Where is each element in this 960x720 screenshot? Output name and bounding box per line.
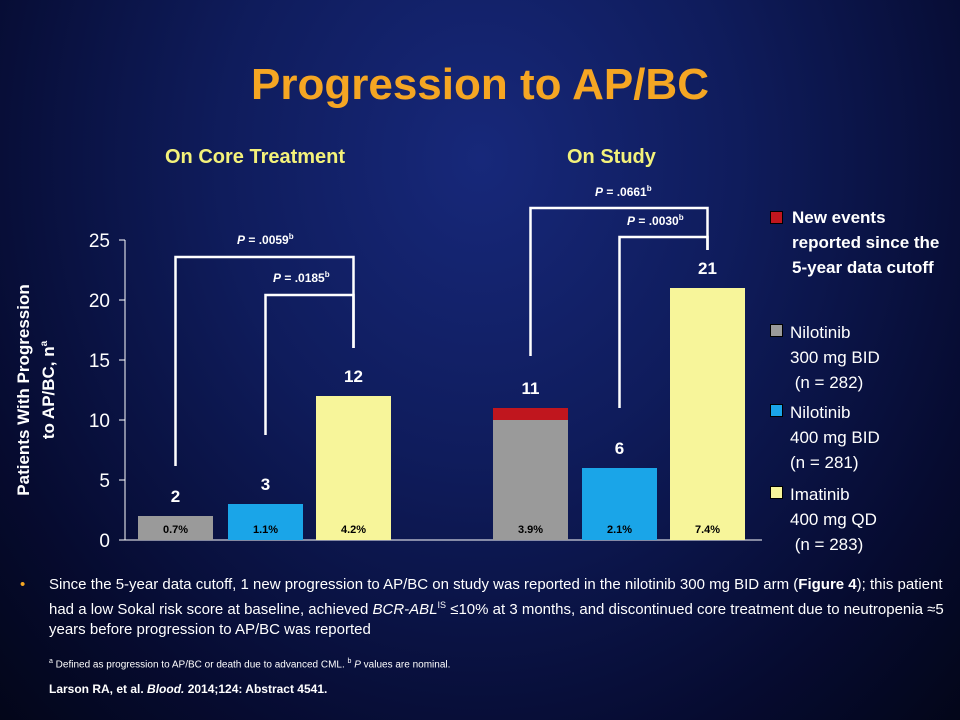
bar	[582, 468, 657, 540]
bar	[670, 288, 745, 540]
figure-reference: Figure 4	[798, 576, 857, 593]
bar	[228, 504, 303, 540]
y-tick-label: 25	[89, 231, 110, 252]
footnote-mark-a: a	[49, 658, 53, 665]
citation-journal: Blood.	[147, 682, 185, 696]
footnote-b-text: values are nominal.	[360, 659, 451, 671]
legend-label-imatinib-400: Imatinib 400 mg QD (n = 283)	[790, 482, 877, 557]
citation-details: 2014;124: Abstract 4541.	[184, 682, 328, 696]
legend-line: 400 mg QD	[790, 510, 877, 529]
legend-label-new-events: New events reported since the 5-year dat…	[792, 208, 940, 277]
bar-percent-label: 3.9%	[518, 524, 543, 536]
y-tick-label: 5	[99, 471, 110, 492]
bar-value-label: 12	[344, 367, 363, 386]
footnote-a-text: Defined as progression to AP/BC or death…	[52, 659, 348, 671]
legend-swatch-nilotinib-400	[770, 404, 783, 417]
legend-line: (n = 283)	[790, 535, 864, 554]
significance-bracket	[264, 293, 355, 435]
y-tick-label: 20	[89, 291, 110, 312]
bullet-marker: •	[20, 576, 26, 593]
group-label-core-treatment: On Core Treatment	[165, 146, 346, 168]
bullet-text-part: ≤10% at 3 months, and discontinued core …	[49, 601, 944, 638]
bar-value-label: 3	[261, 475, 270, 494]
legend-swatch-new-events	[770, 211, 783, 224]
bar-percent-label: 0.7%	[163, 524, 188, 536]
gene-name: BCR-ABL	[372, 601, 438, 618]
y-tick-label: 15	[89, 351, 110, 372]
bar-percent-label: 2.1%	[607, 524, 632, 536]
legend-line: 400 mg BID	[790, 428, 880, 447]
legend-line: Imatinib	[790, 485, 850, 504]
bar	[493, 420, 568, 540]
legend-label-nilotinib-400: Nilotinib 400 mg BID (n = 281)	[790, 400, 880, 475]
p-value-label: P = .0030b	[627, 213, 684, 228]
group-label-on-study: On Study	[567, 146, 656, 168]
legend-line: 300 mg BID	[790, 348, 880, 367]
bar-percent-label: 4.2%	[341, 524, 366, 536]
bar-value-label: 21	[698, 259, 717, 278]
slide-title: Progression to AP/BC	[251, 60, 709, 109]
significance-bracket	[618, 235, 709, 408]
bar-value-label: 2	[171, 487, 180, 506]
citation: Larson RA, et al. Blood. 2014;124: Abstr…	[49, 682, 327, 696]
bar	[138, 516, 213, 540]
y-tick-label: 10	[89, 411, 110, 432]
bar-value-label: 11	[522, 379, 540, 398]
y-tick-label: 0	[99, 531, 110, 552]
bar-percent-label: 1.1%	[253, 524, 278, 536]
y-axis-label-line2: to AP/BC, n	[38, 346, 58, 440]
legend-swatch-nilotinib-300	[770, 324, 783, 337]
legend-line: Nilotinib	[790, 323, 851, 342]
footnote-p-symbol: P	[354, 659, 361, 671]
footnote-mark-b: b	[347, 658, 352, 665]
significance-bracket	[529, 206, 709, 356]
bar-new-events-segment	[493, 408, 568, 420]
bar-value-label: 6	[615, 439, 624, 458]
p-value-label: P = .0185b	[273, 270, 330, 285]
citation-authors: Larson RA, et al.	[49, 682, 148, 696]
footnote: a Defined as progression to AP/BC or dea…	[49, 658, 450, 670]
p-value-label: P = .0661b	[595, 184, 652, 199]
legend-label-nilotinib-300: Nilotinib 300 mg BID (n = 282)	[790, 320, 880, 395]
bar-chart: 0 5 10 15 20 25 2 0.7% 3 1.1% 12 4.2% 11 3.9% 6 2.1% 21 7…	[89, 184, 745, 552]
bullet-text-part: Since the 5-year data cutoff, 1 new prog…	[49, 576, 799, 593]
bar	[316, 396, 391, 540]
gene-superscript: IS	[437, 600, 447, 610]
legend-line: Nilotinib	[790, 403, 851, 422]
bar-percent-label: 7.4%	[695, 524, 720, 536]
y-axis-label-footnote-mark: a	[39, 340, 51, 347]
bullet-text-part: ); this patient had a low Sokal risk sco…	[49, 576, 943, 618]
legend-swatch-imatinib-400	[770, 486, 783, 499]
legend-line: (n = 281)	[790, 453, 859, 472]
p-value-label: P = .0059b	[237, 232, 294, 247]
legend-line: (n = 282)	[790, 373, 864, 392]
bullet-text: Since the 5-year data cutoff, 1 new prog…	[49, 575, 949, 640]
y-axis-label-line1: Patients With Progression	[14, 284, 34, 496]
